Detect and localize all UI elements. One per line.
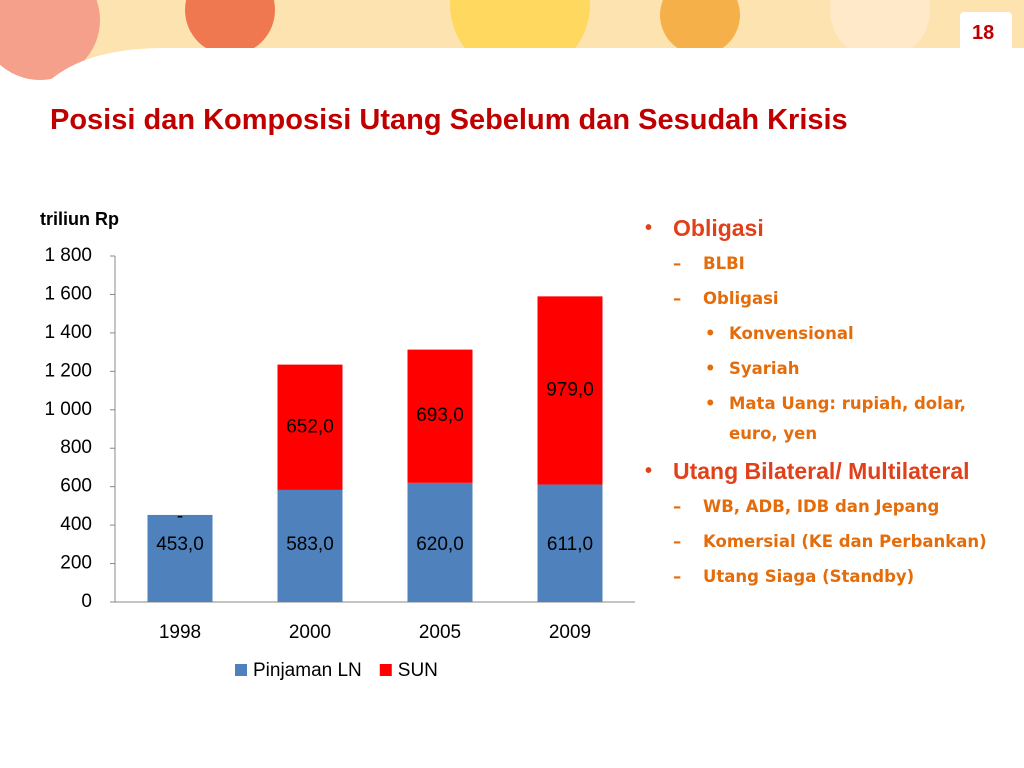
slide-title: Posisi dan Komposisi Utang Sebelum dan S… [50,104,848,136]
y-tick-label: 0 [81,591,92,612]
legend-swatch [379,664,392,676]
y-tick-label: 1 000 [44,399,92,420]
value-label: 652,0 [286,416,334,437]
bullet-text: Obligasi [645,212,990,244]
page-number: 18 [972,22,995,44]
bullet-text: Utang Bilateral/ Multilateral [645,455,990,487]
list: Konvensional Syariah Mata Uang: rupiah, do… [645,319,990,449]
value-label: 453,0 [156,534,204,555]
value-label: 693,0 [416,405,464,426]
x-tick-label: 2000 [289,622,331,643]
bar-segment [407,482,473,602]
list-item: Syariah [645,354,990,384]
bullet-text: BLBI [645,249,990,279]
bar-segment [407,349,473,483]
list-item: BLBI [645,249,990,279]
y-tick-label: 400 [60,514,92,535]
legend-label: Pinjaman LN [253,660,362,681]
bar-segment [277,364,343,490]
y-tick-label: 200 [60,553,92,574]
list: WB, ADB, IDB dan Jepang Komersial (KE dan… [645,492,990,592]
y-axis-label: triliun Rp [40,209,119,229]
bullet-list: Obligasi BLBI Obligasi Konvensional Syariah M… [645,206,990,592]
x-tick-label: 2005 [419,622,461,643]
x-tick-label: 1998 [159,622,201,643]
y-tick-label: 600 [60,476,92,497]
y-tick-label: 1 600 [44,283,92,304]
bullet-text: WB, ADB, IDB dan Jepang [645,492,990,522]
value-label: 620,0 [416,534,464,555]
list-item: Mata Uang: rupiah, dolar, euro, yen [645,389,990,449]
bar-segment [147,514,213,602]
legend-swatch [235,664,247,676]
y-tick-label: 1 800 [44,245,92,266]
decor [660,0,740,55]
bar-segment [537,484,603,602]
bullet-text: Obligasi [645,284,990,314]
y-tick-label: 1 200 [44,360,92,381]
bullet-text: Komersial (KE dan Perbankan) [645,527,990,557]
bullet-text: Syariah [645,354,990,384]
list-item: Konvensional [645,319,990,349]
decor [185,0,275,55]
bullet-text: Mata Uang: rupiah, dolar, euro, yen [645,389,990,449]
y-tick-label: 1 400 [44,322,92,343]
list-item: Utang Siaga (Standby) [645,562,990,592]
bullet-text: Konvensional [645,319,990,349]
y-tick-label: 800 [60,437,92,458]
list-item: Utang Bilateral/ Multilateral WB, ADB, ID… [645,455,990,592]
value-label: - [177,506,183,527]
decor [830,0,930,60]
value-label: 583,0 [286,534,334,555]
list-item: Komersial (KE dan Perbankan) [645,527,990,557]
page-box [960,12,1012,52]
list-item: WB, ADB, IDB dan Jepang [645,492,990,522]
bullet-text: Utang Siaga (Standby) [645,562,990,592]
decor [0,0,100,80]
x-tick-label: 2009 [549,622,591,643]
legend-label: SUN [398,660,438,681]
list-item: Obligasi Konvensional Syariah Mata Uang: ru… [645,284,990,449]
list: BLBI Obligasi Konvensional Syariah Mata Uang… [645,249,990,449]
value-label: 611,0 [547,534,593,555]
value-label: 979,0 [546,379,594,400]
bar-segment [537,296,603,485]
list-item: Obligasi BLBI Obligasi Konvensional Syariah M… [645,212,990,449]
bar-segment [277,489,343,602]
list: Obligasi BLBI Obligasi Konvensional Syariah M… [645,212,990,592]
